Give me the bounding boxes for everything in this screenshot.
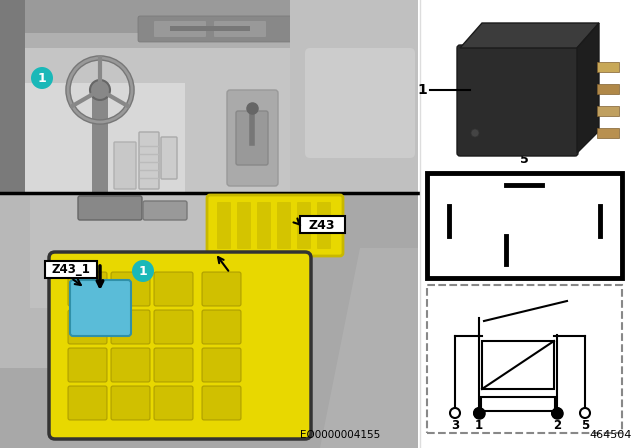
Text: 1: 1 xyxy=(431,215,440,228)
FancyBboxPatch shape xyxy=(207,195,343,256)
FancyBboxPatch shape xyxy=(0,193,418,448)
Circle shape xyxy=(31,67,53,89)
FancyBboxPatch shape xyxy=(214,21,266,37)
Text: 1: 1 xyxy=(38,72,46,85)
Text: 1: 1 xyxy=(475,418,483,431)
FancyBboxPatch shape xyxy=(202,272,241,306)
Circle shape xyxy=(471,129,479,137)
FancyBboxPatch shape xyxy=(111,386,150,420)
FancyBboxPatch shape xyxy=(30,193,230,308)
FancyBboxPatch shape xyxy=(68,272,107,306)
Text: 2: 2 xyxy=(610,215,618,228)
FancyBboxPatch shape xyxy=(154,310,193,344)
FancyBboxPatch shape xyxy=(300,216,345,233)
FancyBboxPatch shape xyxy=(227,90,278,186)
FancyBboxPatch shape xyxy=(161,137,177,179)
FancyBboxPatch shape xyxy=(68,386,107,420)
FancyBboxPatch shape xyxy=(68,348,107,382)
Circle shape xyxy=(474,408,484,418)
FancyBboxPatch shape xyxy=(170,26,250,31)
Circle shape xyxy=(132,260,154,282)
FancyBboxPatch shape xyxy=(45,261,97,278)
Text: 3: 3 xyxy=(490,244,499,257)
Polygon shape xyxy=(320,248,418,448)
FancyBboxPatch shape xyxy=(277,202,291,249)
Text: 3: 3 xyxy=(451,418,459,431)
Polygon shape xyxy=(577,23,599,153)
FancyBboxPatch shape xyxy=(297,202,311,249)
FancyBboxPatch shape xyxy=(154,21,206,37)
FancyBboxPatch shape xyxy=(139,132,159,189)
Circle shape xyxy=(552,408,562,418)
Circle shape xyxy=(450,408,460,418)
Text: Z43_1: Z43_1 xyxy=(52,263,90,276)
FancyBboxPatch shape xyxy=(114,142,136,189)
Text: 2: 2 xyxy=(553,418,561,431)
FancyBboxPatch shape xyxy=(237,202,251,249)
FancyBboxPatch shape xyxy=(78,196,142,220)
FancyBboxPatch shape xyxy=(597,106,619,116)
FancyBboxPatch shape xyxy=(597,62,619,72)
Circle shape xyxy=(580,408,590,418)
FancyBboxPatch shape xyxy=(597,84,619,94)
FancyBboxPatch shape xyxy=(427,173,622,278)
Text: 1: 1 xyxy=(417,83,427,97)
FancyBboxPatch shape xyxy=(25,83,185,193)
Circle shape xyxy=(90,80,110,100)
FancyBboxPatch shape xyxy=(111,272,150,306)
Text: 464504: 464504 xyxy=(589,430,632,440)
FancyBboxPatch shape xyxy=(154,272,193,306)
FancyBboxPatch shape xyxy=(317,202,331,249)
FancyBboxPatch shape xyxy=(0,193,292,368)
FancyBboxPatch shape xyxy=(0,33,355,48)
FancyBboxPatch shape xyxy=(427,285,622,433)
FancyBboxPatch shape xyxy=(68,310,107,344)
Polygon shape xyxy=(460,23,599,48)
FancyBboxPatch shape xyxy=(143,201,187,220)
Text: 5: 5 xyxy=(581,418,589,431)
FancyBboxPatch shape xyxy=(202,310,241,344)
FancyBboxPatch shape xyxy=(422,0,640,448)
FancyBboxPatch shape xyxy=(305,48,415,158)
Text: EO0000004155: EO0000004155 xyxy=(300,430,380,440)
FancyBboxPatch shape xyxy=(0,0,418,193)
FancyBboxPatch shape xyxy=(202,386,241,420)
Text: Z43: Z43 xyxy=(308,219,335,232)
FancyBboxPatch shape xyxy=(217,202,231,249)
FancyBboxPatch shape xyxy=(236,111,268,165)
FancyBboxPatch shape xyxy=(154,348,193,382)
FancyBboxPatch shape xyxy=(111,348,150,382)
FancyBboxPatch shape xyxy=(92,90,108,193)
FancyBboxPatch shape xyxy=(111,310,150,344)
FancyBboxPatch shape xyxy=(70,280,131,336)
FancyBboxPatch shape xyxy=(202,348,241,382)
FancyBboxPatch shape xyxy=(154,386,193,420)
FancyBboxPatch shape xyxy=(482,341,554,389)
FancyBboxPatch shape xyxy=(257,202,271,249)
FancyBboxPatch shape xyxy=(597,128,619,138)
Text: 1: 1 xyxy=(139,264,147,277)
FancyBboxPatch shape xyxy=(0,0,25,193)
FancyBboxPatch shape xyxy=(49,252,311,439)
FancyBboxPatch shape xyxy=(481,397,555,411)
FancyBboxPatch shape xyxy=(290,0,418,193)
FancyBboxPatch shape xyxy=(0,0,418,33)
FancyBboxPatch shape xyxy=(138,16,292,42)
Text: 5: 5 xyxy=(520,153,529,166)
FancyBboxPatch shape xyxy=(457,45,578,156)
